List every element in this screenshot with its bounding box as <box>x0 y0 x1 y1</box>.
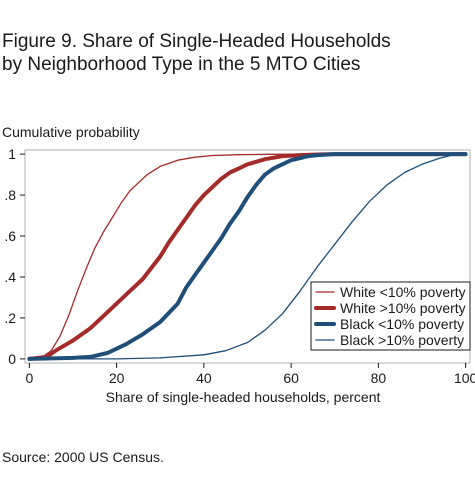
y-tick-label: .4 <box>4 269 16 285</box>
series-group <box>27 152 468 361</box>
x-axis: 0 20 40 60 80 100 <box>25 363 475 386</box>
y-axis: 0 .2 .4 .6 .8 1 <box>4 146 25 367</box>
legend-label: Black <10% poverty <box>340 316 464 332</box>
legend-box <box>310 281 471 351</box>
y-tick-label: .8 <box>4 187 16 203</box>
plot-frame <box>24 149 471 364</box>
x-axis-label: Share of single-headed households, perce… <box>106 389 381 405</box>
series-line-3 <box>27 152 468 361</box>
series-line-1 <box>28 153 467 360</box>
y-axis-label: Cumulative probability <box>2 124 140 140</box>
chart-title-line-1: Figure 9. Share of Single-Headed Househo… <box>2 31 391 52</box>
x-tick-label: 100 <box>454 370 475 386</box>
legend-label: White >10% poverty <box>340 300 466 316</box>
series-line-4 <box>28 153 467 360</box>
chart-area: 0 20 40 60 80 100 0 .2 .4 .6 .8 1 White <10% pover… <box>4 146 475 405</box>
x-tick-label: 60 <box>283 370 299 386</box>
y-tick-label: 1 <box>8 146 16 162</box>
y-tick-label: .6 <box>4 228 16 244</box>
legend-label: White <10% poverty <box>340 284 466 300</box>
x-tick-label: 40 <box>196 370 212 386</box>
x-tick-label: 0 <box>25 370 33 386</box>
y-tick-label: 0 <box>8 351 16 367</box>
x-tick-label: 20 <box>109 370 125 386</box>
x-tick-label: 80 <box>371 370 387 386</box>
chart-title: Figure 9. Share of Single-Headed Househo… <box>2 30 472 76</box>
y-tick-label: .2 <box>4 310 16 326</box>
series-line-2 <box>27 152 468 361</box>
chart-title-line-2: by Neighborhood Type in the 5 MTO Cities <box>2 54 361 75</box>
legend-label: Black >10% poverty <box>340 332 464 348</box>
plot-frame-group <box>24 149 471 364</box>
source-note: Source: 2000 US Census. <box>2 449 164 465</box>
